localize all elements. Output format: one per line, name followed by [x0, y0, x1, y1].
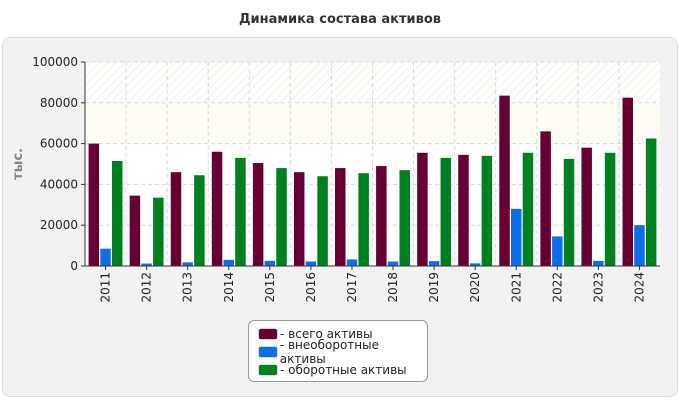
bar-2013-s0 [170, 172, 182, 266]
bar-2015-s2 [276, 168, 287, 266]
bar-2017-s0 [335, 168, 346, 266]
bar-2016-s2 [317, 176, 328, 266]
bar-2023-s0 [581, 147, 592, 266]
bar-2014-s0 [211, 151, 223, 266]
bar-2022-s0 [540, 131, 551, 266]
bar-2024-s1 [634, 225, 645, 266]
y-tick-label: 40000 [40, 177, 78, 191]
legend-item-total: - всего активы [259, 325, 427, 343]
bar-2015-s1 [264, 260, 276, 266]
bar-2018-s0 [376, 166, 387, 266]
legend-item-current: - оборотные активы [259, 361, 427, 379]
bar-2021-s2 [522, 152, 534, 266]
y-tick-label: 20000 [40, 218, 78, 232]
chart-title: Динамика состава активов [238, 12, 442, 27]
x-tick-label: 2015 [263, 272, 277, 303]
bar-2017-s1 [346, 259, 358, 266]
x-tick-label: 2018 [386, 272, 400, 303]
x-tick-label: 2011 [99, 272, 113, 303]
bar-2011-s2 [111, 160, 123, 266]
bar-2011-s1 [100, 248, 111, 266]
x-tick-label: 2023 [591, 272, 605, 303]
bar-2016-s1 [305, 261, 317, 266]
bar-2017-s2 [358, 173, 369, 266]
bar-2011-s0 [88, 143, 100, 266]
bar-2021-s1 [511, 208, 522, 266]
x-tick-label: 2020 [468, 272, 482, 303]
bar-2024-s2 [645, 138, 657, 266]
y-tick-label: 80000 [40, 96, 78, 110]
x-tick-label: 2021 [509, 272, 523, 303]
bar-2022-s1 [552, 236, 563, 266]
bar-2019-s2 [440, 157, 452, 266]
y-tick-label: 0 [70, 259, 78, 273]
bar-2019-s0 [417, 152, 428, 266]
x-tick-label: 2012 [140, 272, 154, 303]
bar-2023-s1 [593, 260, 604, 266]
chart-legend: - всего активы - внеоборотные активы - о… [248, 320, 428, 382]
plot-band [85, 62, 660, 103]
x-tick-label: 2022 [550, 272, 564, 303]
bar-2020-s1 [469, 263, 481, 266]
bar-2013-s1 [182, 262, 193, 266]
bar-2013-s2 [194, 175, 205, 266]
bar-2014-s1 [223, 259, 234, 266]
bar-2022-s2 [563, 158, 575, 266]
bar-2023-s2 [604, 152, 616, 266]
bar-2018-s1 [387, 261, 399, 266]
x-tick-label: 2019 [427, 272, 441, 303]
bar-2012-s1 [141, 263, 152, 266]
x-tick-label: 2024 [632, 272, 646, 303]
x-tick-label: 2013 [181, 272, 195, 303]
bar-2012-s0 [129, 195, 141, 266]
legend-swatch [259, 329, 277, 339]
bar-2016-s0 [293, 172, 305, 266]
bar-2019-s1 [428, 261, 440, 266]
bar-2024-s0 [622, 97, 634, 266]
legend-swatch [259, 365, 277, 375]
bar-2018-s2 [399, 170, 410, 266]
x-tick-label: 2017 [345, 272, 359, 303]
legend-swatch [259, 347, 277, 357]
x-tick-label: 2016 [304, 272, 318, 303]
bar-2020-s2 [481, 155, 493, 266]
legend-label: - оборотные активы [280, 363, 407, 377]
plot-band [85, 102, 660, 144]
y-axis-label: тыс. [11, 148, 26, 180]
bar-2012-s2 [153, 197, 164, 266]
y-tick-label: 100000 [32, 55, 78, 69]
bar-2021-s0 [499, 95, 510, 266]
bar-2015-s0 [252, 162, 264, 266]
legend-label: - внеоборотные активы [279, 338, 379, 366]
legend-label: - всего активы [280, 327, 373, 341]
legend-item-noncurrent: - внеоборотные активы [259, 338, 427, 366]
y-tick-label: 60000 [40, 137, 78, 151]
x-tick-label: 2014 [222, 272, 236, 303]
bar-2014-s2 [235, 157, 246, 266]
bar-2020-s0 [458, 154, 469, 266]
